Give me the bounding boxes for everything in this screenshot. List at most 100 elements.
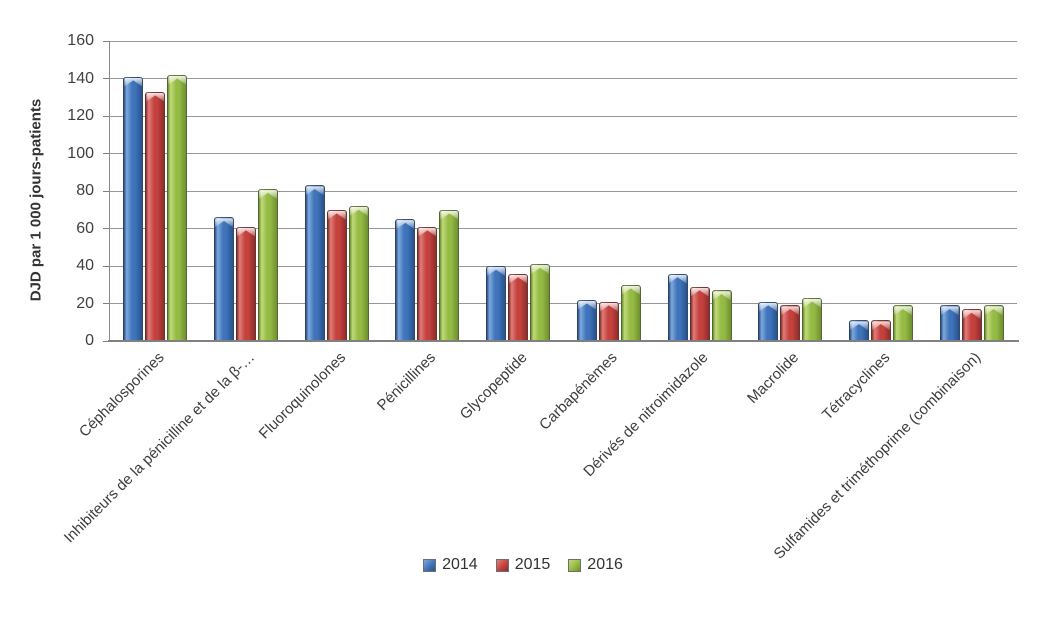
bar-2016 <box>892 305 913 341</box>
y-axis-line <box>109 41 110 341</box>
bar-2014 <box>304 185 325 341</box>
legend-label: 2015 <box>514 556 551 573</box>
bar-2015 <box>236 226 257 341</box>
x-category-label: Pénicillines <box>374 349 440 415</box>
y-tick-label: 60 <box>76 219 94 237</box>
bar-2015 <box>598 301 619 341</box>
y-tick-mark <box>103 340 110 342</box>
legend-label: 2014 <box>442 556 478 573</box>
bar-top-highlight <box>215 218 234 228</box>
y-tick-label: 100 <box>67 144 94 162</box>
bar-2016 <box>802 297 823 341</box>
legend: 2014 2015 2016 <box>0 556 1046 574</box>
bar-top-highlight <box>621 285 640 295</box>
y-axis-title: DJD par 1 000 jours-patients <box>27 98 45 302</box>
bar-top-highlight <box>440 210 459 220</box>
bar-top-highlight <box>509 274 528 284</box>
bar-2014 <box>758 301 779 341</box>
gridline <box>110 228 1017 229</box>
y-tick-label: 0 <box>85 332 94 349</box>
y-tick-label: 40 <box>76 257 94 274</box>
y-tick-label: 20 <box>76 294 94 312</box>
bar-2016 <box>167 74 188 341</box>
y-tick-mark <box>103 153 110 154</box>
bar-top-highlight <box>893 306 912 316</box>
x-category-label: Sulfamides et triméthoprime (combinaison… <box>770 349 984 563</box>
bar-2015 <box>961 309 982 341</box>
x-category-label: Macrolide <box>744 349 803 408</box>
legend-swatch-2014 <box>423 558 437 572</box>
bar-2014 <box>486 266 507 341</box>
x-category-label: Tétracyclines <box>818 349 893 424</box>
bar-top-highlight <box>984 306 1003 316</box>
x-category-label: Glycopeptide <box>456 349 531 423</box>
bar-top-highlight <box>803 298 822 308</box>
bar-2015 <box>780 305 801 341</box>
y-tick-mark <box>103 40 110 42</box>
y-tick-mark <box>103 228 110 229</box>
bar-top-highlight <box>349 207 368 216</box>
x-category-label: Carbapénèmes <box>536 349 621 434</box>
bar-top-highlight <box>487 267 506 276</box>
bar-2015 <box>326 209 347 341</box>
legend-item: 2014 <box>423 556 478 574</box>
gridline <box>110 115 1017 117</box>
bar-top-highlight <box>327 210 346 220</box>
x-category-label: Céphalosporines <box>75 349 168 441</box>
y-tick-mark <box>103 115 110 117</box>
y-tick-label: 160 <box>67 32 94 49</box>
legend-item: 2016 <box>568 556 623 574</box>
x-axis-line <box>108 340 1019 342</box>
bar-2014 <box>848 320 869 341</box>
bar-top-highlight <box>305 186 324 196</box>
bar-top-highlight <box>962 310 981 320</box>
legend-label: 2016 <box>587 556 623 573</box>
bar-top-highlight <box>259 190 278 200</box>
bar-2016 <box>711 290 732 341</box>
bar-top-highlight <box>849 321 868 331</box>
bar-2016 <box>348 206 369 341</box>
y-tick-mark <box>103 190 110 192</box>
bar-top-highlight <box>668 274 687 284</box>
bar-top-highlight <box>237 227 256 237</box>
y-tick-mark <box>103 265 110 267</box>
gridline <box>110 303 1017 304</box>
bar-2014 <box>939 305 960 341</box>
bar-2016 <box>620 284 641 341</box>
bar-2015 <box>417 226 438 341</box>
bar-2014 <box>123 76 144 341</box>
gridline <box>110 40 1017 42</box>
bar-2015 <box>508 273 529 341</box>
bar-2014 <box>576 299 597 341</box>
x-category-label: Inhibiteurs de la pénicilline et de la β… <box>60 349 259 547</box>
bar-top-highlight <box>531 265 550 275</box>
bar-top-highlight <box>577 300 596 310</box>
y-tick-label: 80 <box>76 182 94 199</box>
bar-top-highlight <box>124 77 143 87</box>
bar-2016 <box>258 189 279 341</box>
gridline <box>110 265 1017 267</box>
bar-2014 <box>667 273 688 341</box>
y-tick-mark <box>103 303 110 304</box>
legend-item: 2015 <box>495 556 551 574</box>
bar-2014 <box>395 219 416 341</box>
y-tick-label: 120 <box>67 107 94 124</box>
x-category-label: Fluoroquinolones <box>255 349 349 443</box>
bar-2014 <box>214 217 235 341</box>
bar-top-highlight <box>146 92 165 102</box>
legend-swatch-2016 <box>568 558 582 572</box>
bar-2016 <box>439 209 460 341</box>
bar-top-highlight <box>168 75 187 85</box>
gridline <box>110 190 1017 192</box>
bar-2016 <box>983 305 1004 341</box>
bar-top-highlight <box>759 302 778 312</box>
legend-swatch-2015 <box>495 558 509 572</box>
bar-top-highlight <box>690 287 709 297</box>
bar-top-highlight <box>712 291 731 301</box>
bar-2015 <box>689 286 710 341</box>
bar-top-highlight <box>781 306 800 316</box>
bar-2015 <box>145 91 166 341</box>
gridline <box>110 153 1017 154</box>
bar-2015 <box>870 320 891 341</box>
